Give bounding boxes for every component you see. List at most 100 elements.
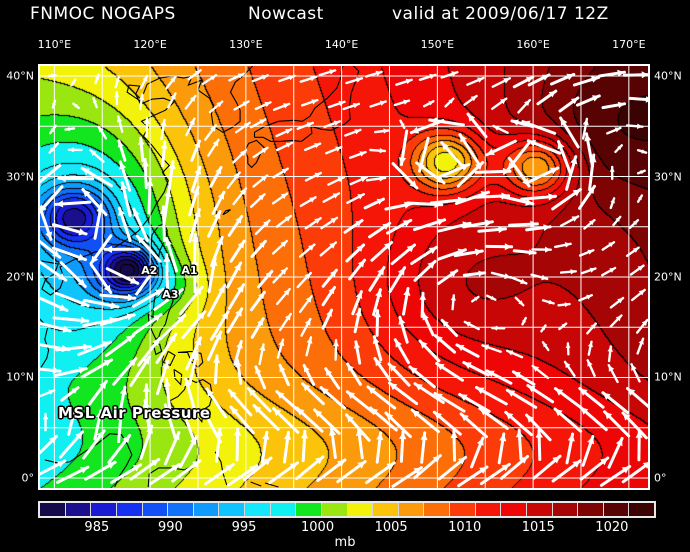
wind-arrow-head	[527, 385, 536, 393]
wind-arrow-head	[304, 365, 310, 373]
pressure-colorbar	[38, 501, 656, 518]
wind-arrow-head	[91, 255, 99, 264]
wind-arrow-head	[587, 186, 595, 195]
wind-arrow-head	[194, 337, 202, 346]
wind-arrow-head	[640, 170, 645, 175]
wind-arrow-head	[543, 342, 548, 348]
wind-arrow-head	[376, 198, 384, 205]
wind-arrow-head	[71, 387, 78, 394]
wind-arrow-head	[617, 298, 624, 304]
wind-arrow-head	[627, 388, 636, 396]
wind-arrow-head	[204, 412, 211, 420]
wind-arrow-head	[587, 249, 594, 255]
wind-arrow-head	[621, 466, 630, 474]
wind-arrow-head	[255, 366, 262, 375]
lon-tick-120: 120°E	[133, 38, 167, 51]
wind-arrow-head	[591, 76, 599, 83]
wind-arrow-head	[610, 198, 615, 204]
wind-arrow-head	[377, 267, 384, 276]
wind-arrow-head	[229, 390, 237, 398]
wind-arrow-head	[304, 273, 311, 280]
wind-arrow-head	[283, 289, 290, 296]
wind-arrow-head	[541, 325, 546, 331]
wind-arrow-head	[273, 408, 282, 417]
wind-arrow-head	[375, 289, 382, 298]
wind-arrow-head	[333, 120, 340, 126]
wind-arrow-head	[524, 100, 530, 107]
wind-arrow-head	[463, 362, 472, 369]
wind-arrow-head	[545, 246, 551, 253]
wind-arrow-head	[168, 161, 176, 170]
wind-arrow-head	[435, 335, 443, 343]
wind-arrow-head	[477, 77, 484, 83]
wind-arrow-head	[82, 168, 90, 175]
wind-arrow-head	[607, 346, 613, 352]
wind-arrow-head	[160, 119, 167, 127]
wind-arrow-head	[500, 98, 507, 105]
lon-tick-140: 140°E	[324, 38, 359, 51]
wind-arrow-head	[383, 128, 389, 134]
wind-arrow-head	[637, 265, 644, 271]
colorbar-swatch-21	[578, 503, 604, 516]
wind-arrow-head	[530, 220, 538, 228]
wind-arrow-head	[49, 436, 57, 444]
lat-tick-left-0: 0°	[21, 471, 35, 485]
lon-tick-110: 110°E	[37, 38, 72, 51]
lat-tick-right-10: 10°N	[654, 370, 682, 384]
wind-arrow-head	[411, 126, 420, 134]
wind-arrow-head	[513, 371, 521, 379]
colorbar-tick-1005: 1005	[374, 520, 408, 535]
wind-arrow-head	[486, 148, 495, 155]
wind-arrow-head	[288, 75, 295, 81]
wind-arrow-head	[51, 73, 56, 78]
wind-arrow-head	[406, 245, 415, 253]
wind-arrow-head	[505, 412, 514, 420]
wind-arrow-head	[419, 293, 427, 300]
wind-arrow-head	[570, 156, 578, 165]
wind-arrow	[628, 96, 648, 102]
wind-arrow-head	[548, 299, 554, 305]
wind-arrow-head	[259, 241, 266, 248]
wind-arrow-head	[236, 284, 244, 293]
wind-arrow-head	[155, 289, 163, 297]
colorbar-tick-1015: 1015	[521, 520, 555, 535]
wind-arrow-head	[374, 310, 381, 318]
wind-arrow-head	[110, 302, 118, 310]
wind-arrow-head	[542, 74, 550, 81]
wind-arrow-head	[213, 211, 221, 220]
wind-arrow-head	[504, 273, 511, 279]
wind-arrow-head	[125, 335, 134, 343]
lat-tick-left-40: 40°N	[6, 69, 34, 83]
wind-arrow-head	[128, 358, 136, 367]
wind-arrow-head	[129, 277, 138, 284]
wind-arrow-head	[80, 316, 88, 324]
wind-arrow-head	[332, 340, 339, 347]
colorbar-swatch-13	[373, 503, 399, 516]
wind-arrow-head	[479, 467, 487, 474]
wind-arrow-head	[49, 147, 55, 153]
wind-arrow-head	[638, 289, 645, 296]
wind-arrow-head	[328, 287, 335, 295]
lat-tick-left-30: 30°N	[6, 170, 34, 184]
wind-arrow-head	[631, 364, 637, 371]
wind-arrow-head	[614, 127, 621, 133]
colorbar-swatch-3	[116, 503, 143, 516]
wind-arrow-head	[170, 76, 176, 83]
wind-arrow-head	[450, 431, 458, 439]
wind-arrow-head	[194, 141, 201, 148]
wind-arrow-head	[75, 431, 83, 440]
wind-arrow-head	[359, 151, 366, 157]
wind-arrow-head	[92, 98, 98, 104]
lat-tick-right-0: 0°	[654, 471, 667, 485]
wind-arrow-head	[210, 75, 216, 81]
wind-arrow-head	[609, 166, 615, 172]
wind-arrow-head	[579, 388, 588, 396]
colorbar-swatch-17	[475, 503, 502, 516]
wind-arrow-head	[486, 370, 495, 378]
wind-arrow-head	[635, 430, 643, 438]
wind-arrow-head	[68, 147, 74, 153]
wind-arrow-head	[162, 361, 169, 369]
wind-arrow-head	[436, 175, 445, 183]
wind-arrow-head	[492, 325, 498, 331]
colorbar-swatch-15	[424, 503, 450, 516]
